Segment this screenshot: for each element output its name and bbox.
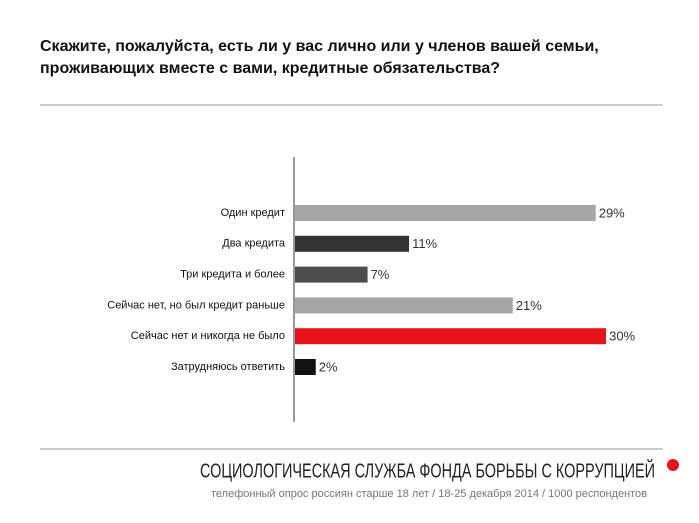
value-label: 21% — [516, 298, 542, 313]
value-label: 7% — [371, 267, 390, 282]
category-label: Один кредит — [221, 207, 285, 219]
category-label: Три кредита и более — [180, 269, 285, 281]
bar — [295, 297, 513, 314]
bar — [295, 235, 410, 252]
category-label: Затрудняюсь ответить — [171, 361, 285, 373]
category-label: Сейчас нет, но был кредит раньше — [107, 299, 285, 311]
bar — [295, 266, 368, 283]
footer-note: телефонный опрос россиян старше 18 лет /… — [211, 488, 647, 500]
value-label: 11% — [412, 236, 437, 251]
footer-title: СОЦИОЛОГИЧЕСКАЯ СЛУЖБА ФОНДА БОРЬБЫ С КО… — [200, 458, 655, 482]
value-label: 29% — [599, 205, 625, 220]
value-label: 2% — [319, 359, 338, 374]
bar — [295, 205, 596, 221]
bar — [295, 359, 316, 375]
category-label: Два кредита — [222, 238, 286, 250]
value-label: 30% — [609, 329, 635, 344]
bar — [295, 328, 607, 345]
title-box: Скажите, пожалуйста, есть ли у вас лично… — [40, 38, 599, 77]
category-label: Сейчас нет и никогда не было — [131, 330, 285, 342]
logo-dot — [667, 459, 679, 471]
chart-title: Скажите, пожалуйста, есть ли у вас лично… — [40, 38, 599, 77]
